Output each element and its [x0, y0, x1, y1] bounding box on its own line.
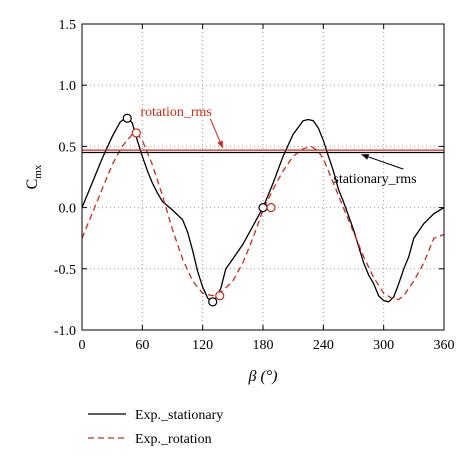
y-tick-label: -0.5: [54, 263, 76, 278]
annotation-arrowhead: [217, 140, 223, 149]
y-axis-title-sub: mx: [32, 164, 44, 179]
svg-text:Cmx: Cmx: [24, 164, 44, 189]
series-line-exp-rotation: [81, 133, 445, 301]
data-point-marker: [122, 113, 132, 123]
annotation-arrow: [361, 154, 404, 170]
y-tick-label: 0.0: [59, 202, 77, 217]
y-tick-label: 1.0: [59, 79, 77, 94]
x-axis-title: β (°): [247, 368, 277, 385]
data-point-marker: [266, 203, 276, 213]
annotation-arrowhead: [361, 154, 370, 160]
x-tick-label: 240: [313, 338, 334, 353]
legend-label: Exp._rotation: [135, 432, 212, 447]
legend-label: Exp._stationary: [135, 408, 223, 423]
x-tick-label: 120: [192, 338, 213, 353]
data-point-marker: [131, 128, 141, 138]
annotation-layer: rotation_rms stationary_rms: [140, 105, 416, 187]
x-tick-label: 60: [135, 338, 149, 353]
legend: Exp._stationary Exp._rotation: [88, 408, 223, 447]
data-point-marker: [208, 297, 218, 307]
grid: [82, 24, 444, 330]
x-tick-label: 180: [253, 338, 274, 353]
y-tick-label: -1.0: [54, 324, 76, 339]
series-layer: [81, 116, 445, 303]
y-axis-title: Cmx: [24, 164, 44, 189]
data-point-marker: [215, 291, 225, 301]
annotation-label: stationary_rms: [333, 172, 416, 187]
x-tick-label: 300: [373, 338, 394, 353]
series-line-exp-stationary: [81, 116, 445, 303]
y-axis-title-main: C: [24, 179, 41, 190]
ticks: 0 60 120 180 240 300 360 -1.0 -0.5 0.0 0.5 1.0 1.5: [54, 18, 455, 353]
y-tick-label: 1.5: [59, 18, 77, 33]
annotation-label: rotation_rms: [140, 105, 212, 120]
data-point-marker: [258, 203, 268, 213]
y-tick-label: 0.5: [59, 140, 77, 155]
x-tick-label: 0: [79, 338, 86, 353]
marker-layer: [122, 113, 276, 307]
x-tick-label: 360: [434, 338, 455, 353]
